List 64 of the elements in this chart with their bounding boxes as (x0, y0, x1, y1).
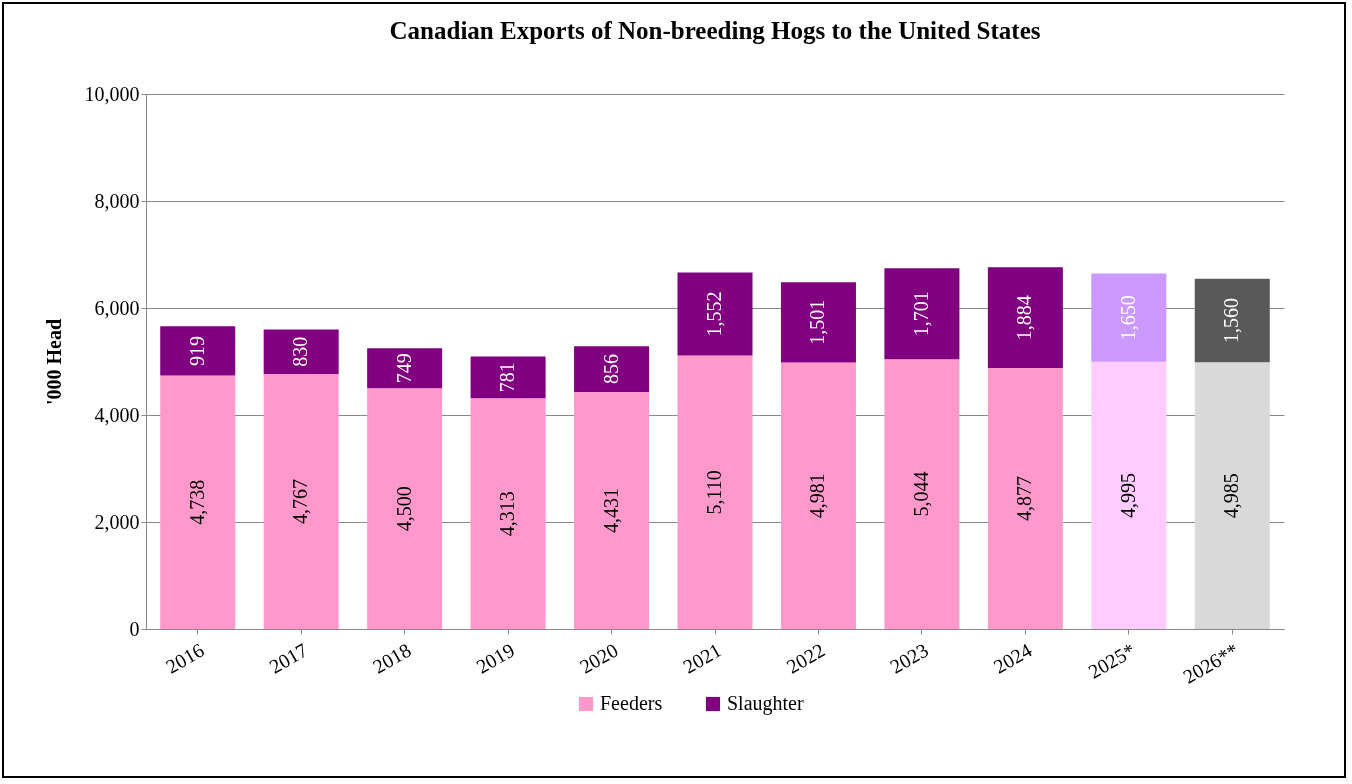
data-label: 1,701 (909, 291, 932, 337)
bar (470, 356, 546, 399)
bar (987, 267, 1063, 369)
x-tick-label: 2020 (575, 638, 622, 678)
bar (1091, 361, 1167, 629)
data-label: 5,044 (909, 471, 932, 517)
data-label: 4,985 (1220, 473, 1243, 519)
data-label: 1,501 (806, 299, 829, 345)
bar (470, 398, 546, 629)
x-tick-label: 2023 (886, 638, 932, 678)
x-tick-label: 2021 (679, 638, 725, 678)
legend-label: Feeders (600, 692, 663, 714)
data-label: 856 (599, 354, 622, 385)
x-tick-label: 2017 (265, 638, 312, 678)
data-label: 4,767 (289, 478, 312, 524)
bar (780, 282, 856, 363)
bar (884, 359, 960, 629)
x-tick-label: 2022 (782, 638, 829, 678)
y-tick-label: 0 (129, 617, 140, 640)
bar (677, 355, 753, 629)
bar (263, 373, 339, 629)
data-label: 4,877 (1013, 476, 1036, 522)
y-tick-label: 4,000 (94, 403, 140, 426)
x-tick-label: 2016 (162, 638, 208, 678)
data-label: 4,431 (599, 487, 622, 533)
data-label: 4,995 (1116, 472, 1139, 518)
bar (263, 329, 339, 374)
bar (160, 375, 236, 629)
y-tick-label: 8,000 (94, 189, 140, 212)
data-label: 1,884 (1013, 295, 1036, 341)
bar (884, 268, 960, 360)
x-tick-label: 2024 (989, 638, 1036, 678)
legend-label: Slaughter (727, 692, 804, 715)
data-label: 830 (289, 336, 312, 367)
data-label: 4,738 (185, 479, 208, 525)
x-tick-label: 2018 (369, 638, 415, 678)
bar (780, 362, 856, 629)
data-label: 781 (496, 362, 519, 393)
y-tick-label: 10,000 (84, 82, 140, 105)
bar (367, 388, 443, 629)
x-tick-label: 2019 (472, 638, 519, 678)
data-label: 4,500 (392, 486, 415, 532)
data-label: 1,552 (703, 291, 725, 337)
y-tick-label: 2,000 (94, 510, 140, 533)
bar (1194, 362, 1270, 629)
bar (677, 272, 753, 356)
y-tick-label: 6,000 (94, 296, 140, 319)
data-label: 5,110 (703, 470, 725, 515)
y-axis-title: '000 Head (42, 318, 65, 406)
data-label: 749 (392, 353, 415, 384)
data-label: 1,560 (1220, 298, 1243, 344)
data-label: 4,313 (496, 491, 519, 537)
bar (1091, 273, 1167, 362)
chart-title: Canadian Exports of Non-breeding Hogs to the United States (389, 17, 1041, 44)
bar (160, 326, 236, 376)
bar (367, 348, 443, 389)
bar (574, 391, 650, 629)
data-label: 1,650 (1116, 295, 1139, 341)
x-tick-label: 2025* (1084, 638, 1139, 683)
bar (574, 346, 650, 392)
data-label: 4,981 (806, 473, 829, 519)
bar (987, 368, 1063, 629)
bar (1194, 278, 1270, 363)
data-label: 919 (185, 335, 208, 366)
